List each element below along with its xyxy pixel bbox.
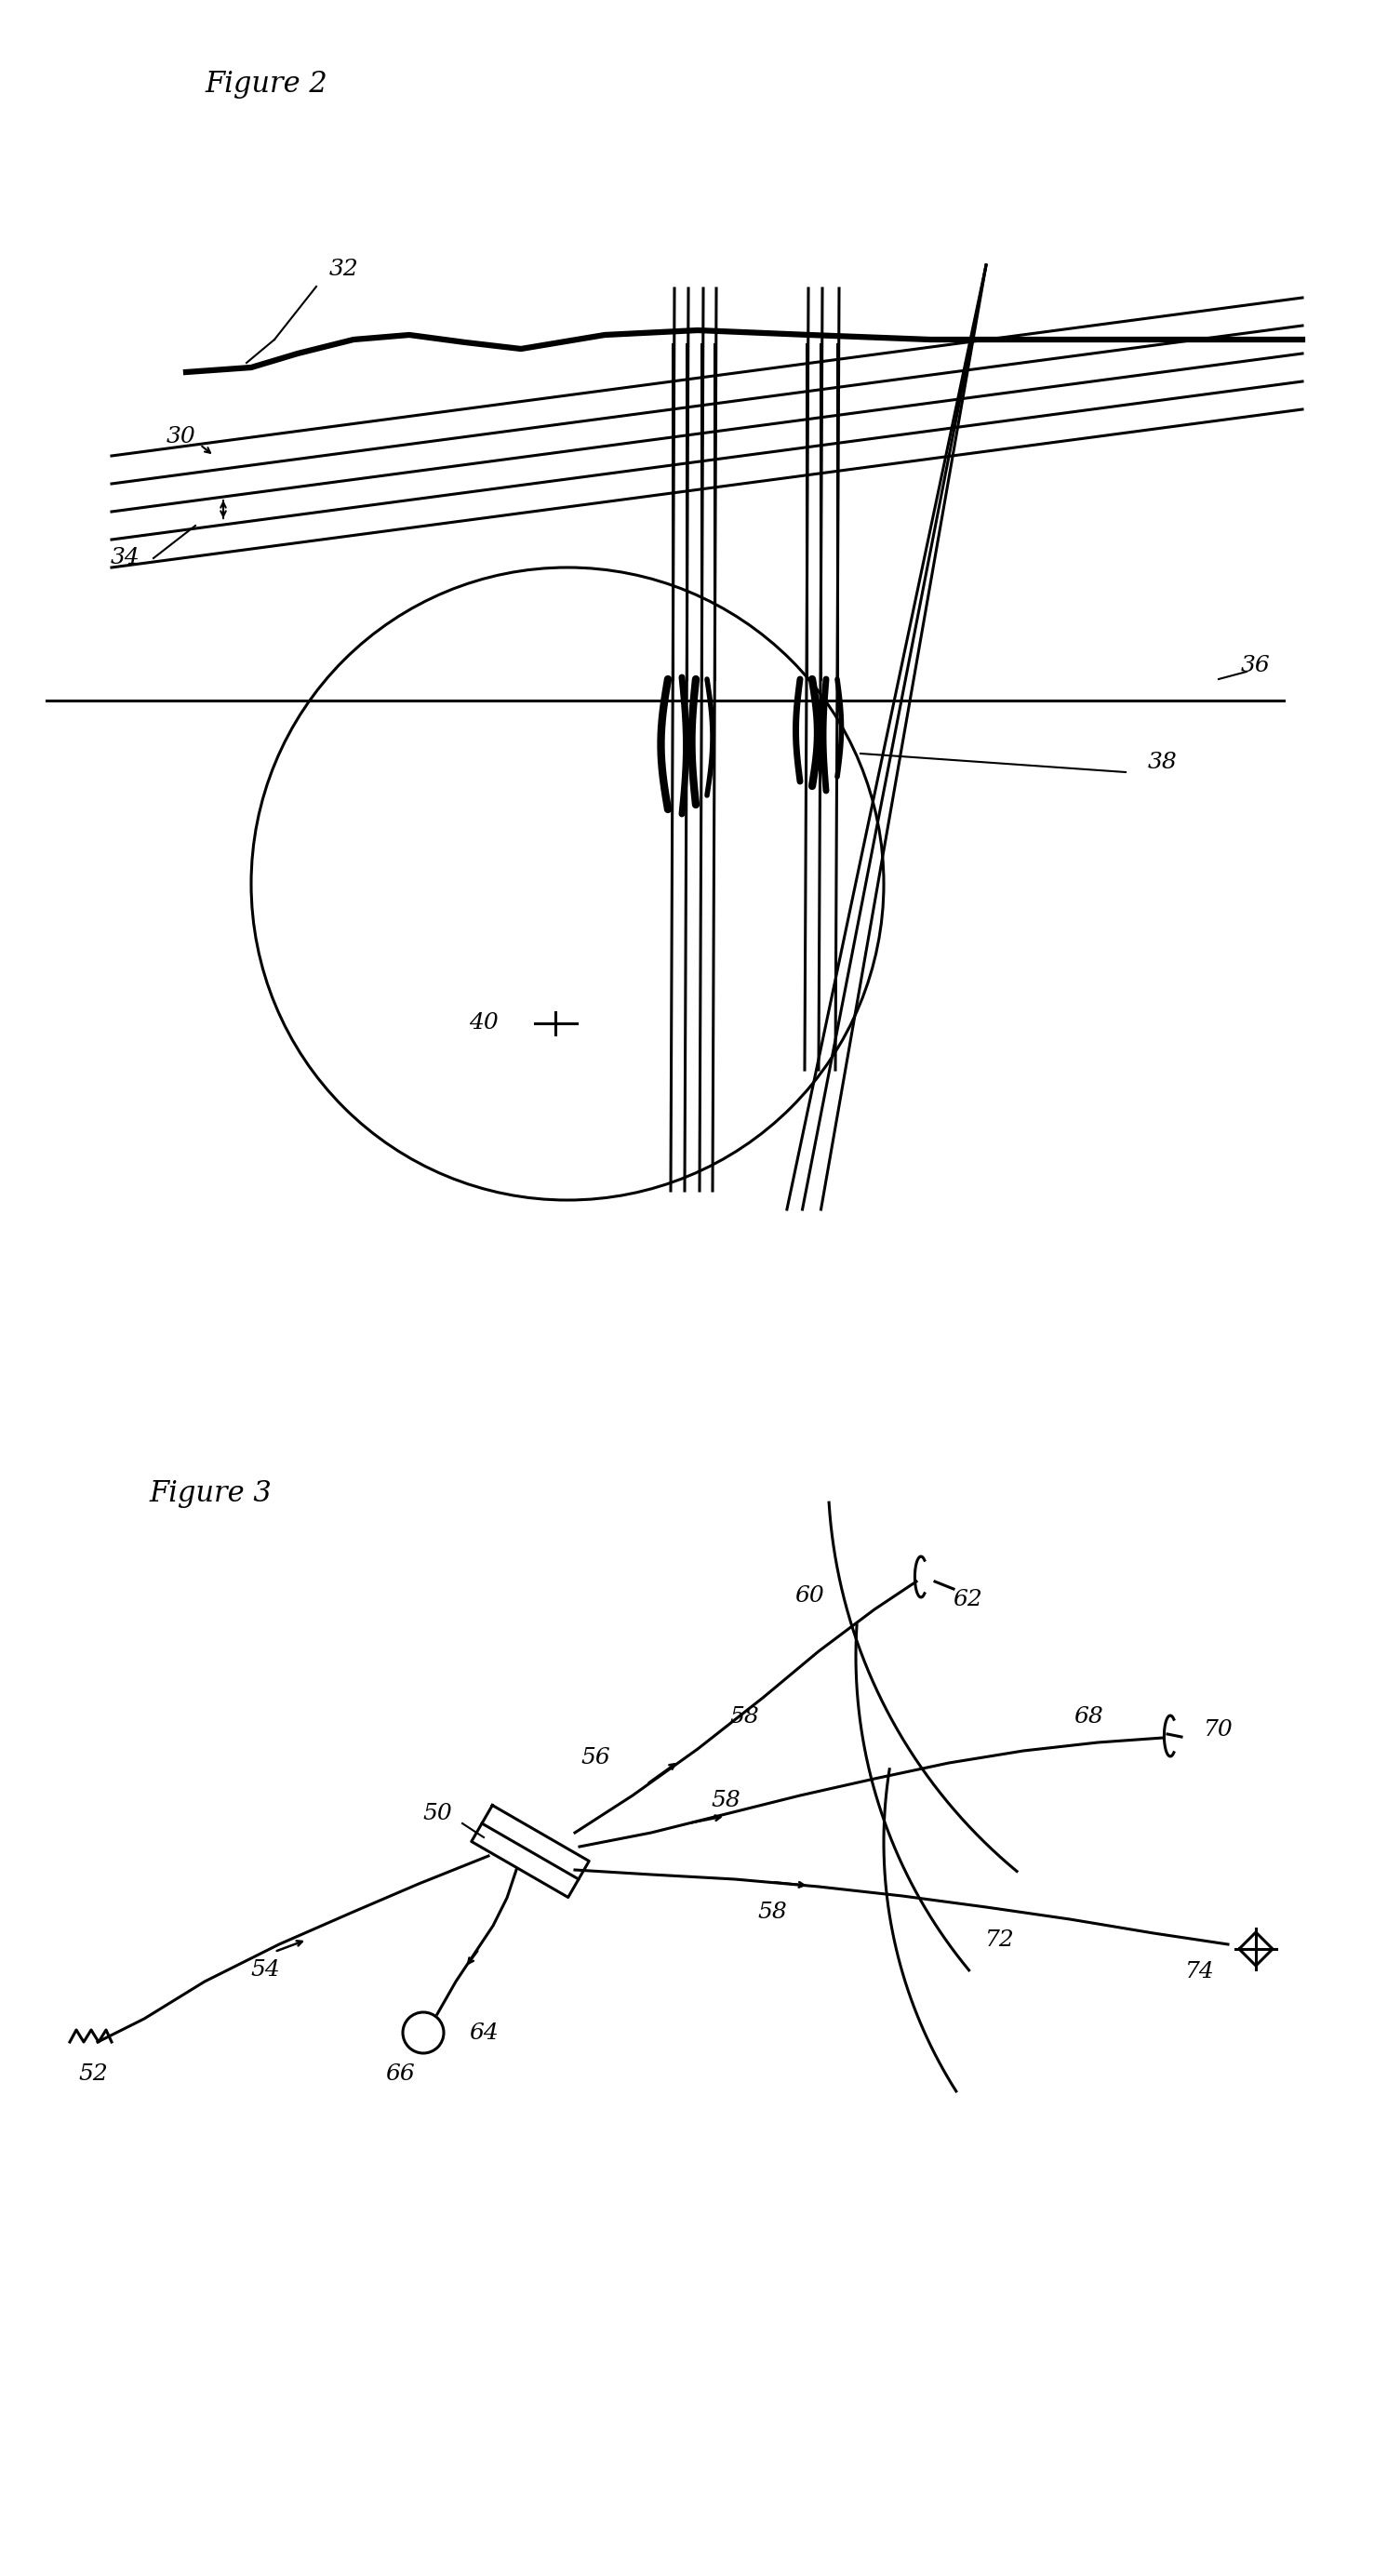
Text: 32: 32 (330, 260, 359, 281)
Text: 36: 36 (1241, 654, 1271, 675)
Text: Figure 3: Figure 3 (148, 1479, 272, 1507)
Text: 40: 40 (469, 1012, 499, 1033)
Text: Figure 2: Figure 2 (205, 70, 327, 98)
Text: 52: 52 (78, 2063, 107, 2084)
Text: 34: 34 (111, 549, 140, 569)
Text: 58: 58 (730, 1705, 758, 1726)
Text: 74: 74 (1186, 1960, 1215, 1984)
Text: 56: 56 (581, 1747, 610, 1770)
Text: 72: 72 (985, 1929, 1015, 1950)
Text: 38: 38 (1149, 752, 1178, 773)
Text: 60: 60 (794, 1584, 824, 1607)
Text: 66: 66 (385, 2063, 415, 2084)
Text: 50: 50 (422, 1803, 452, 1824)
Text: 58: 58 (710, 1790, 741, 1811)
Text: 62: 62 (952, 1589, 982, 1610)
Text: 54: 54 (250, 1960, 280, 1981)
Text: 70: 70 (1204, 1721, 1234, 1741)
Text: 58: 58 (757, 1901, 787, 1922)
Text: 30: 30 (166, 428, 196, 448)
Text: 68: 68 (1073, 1705, 1103, 1726)
Text: 64: 64 (469, 2022, 499, 2043)
